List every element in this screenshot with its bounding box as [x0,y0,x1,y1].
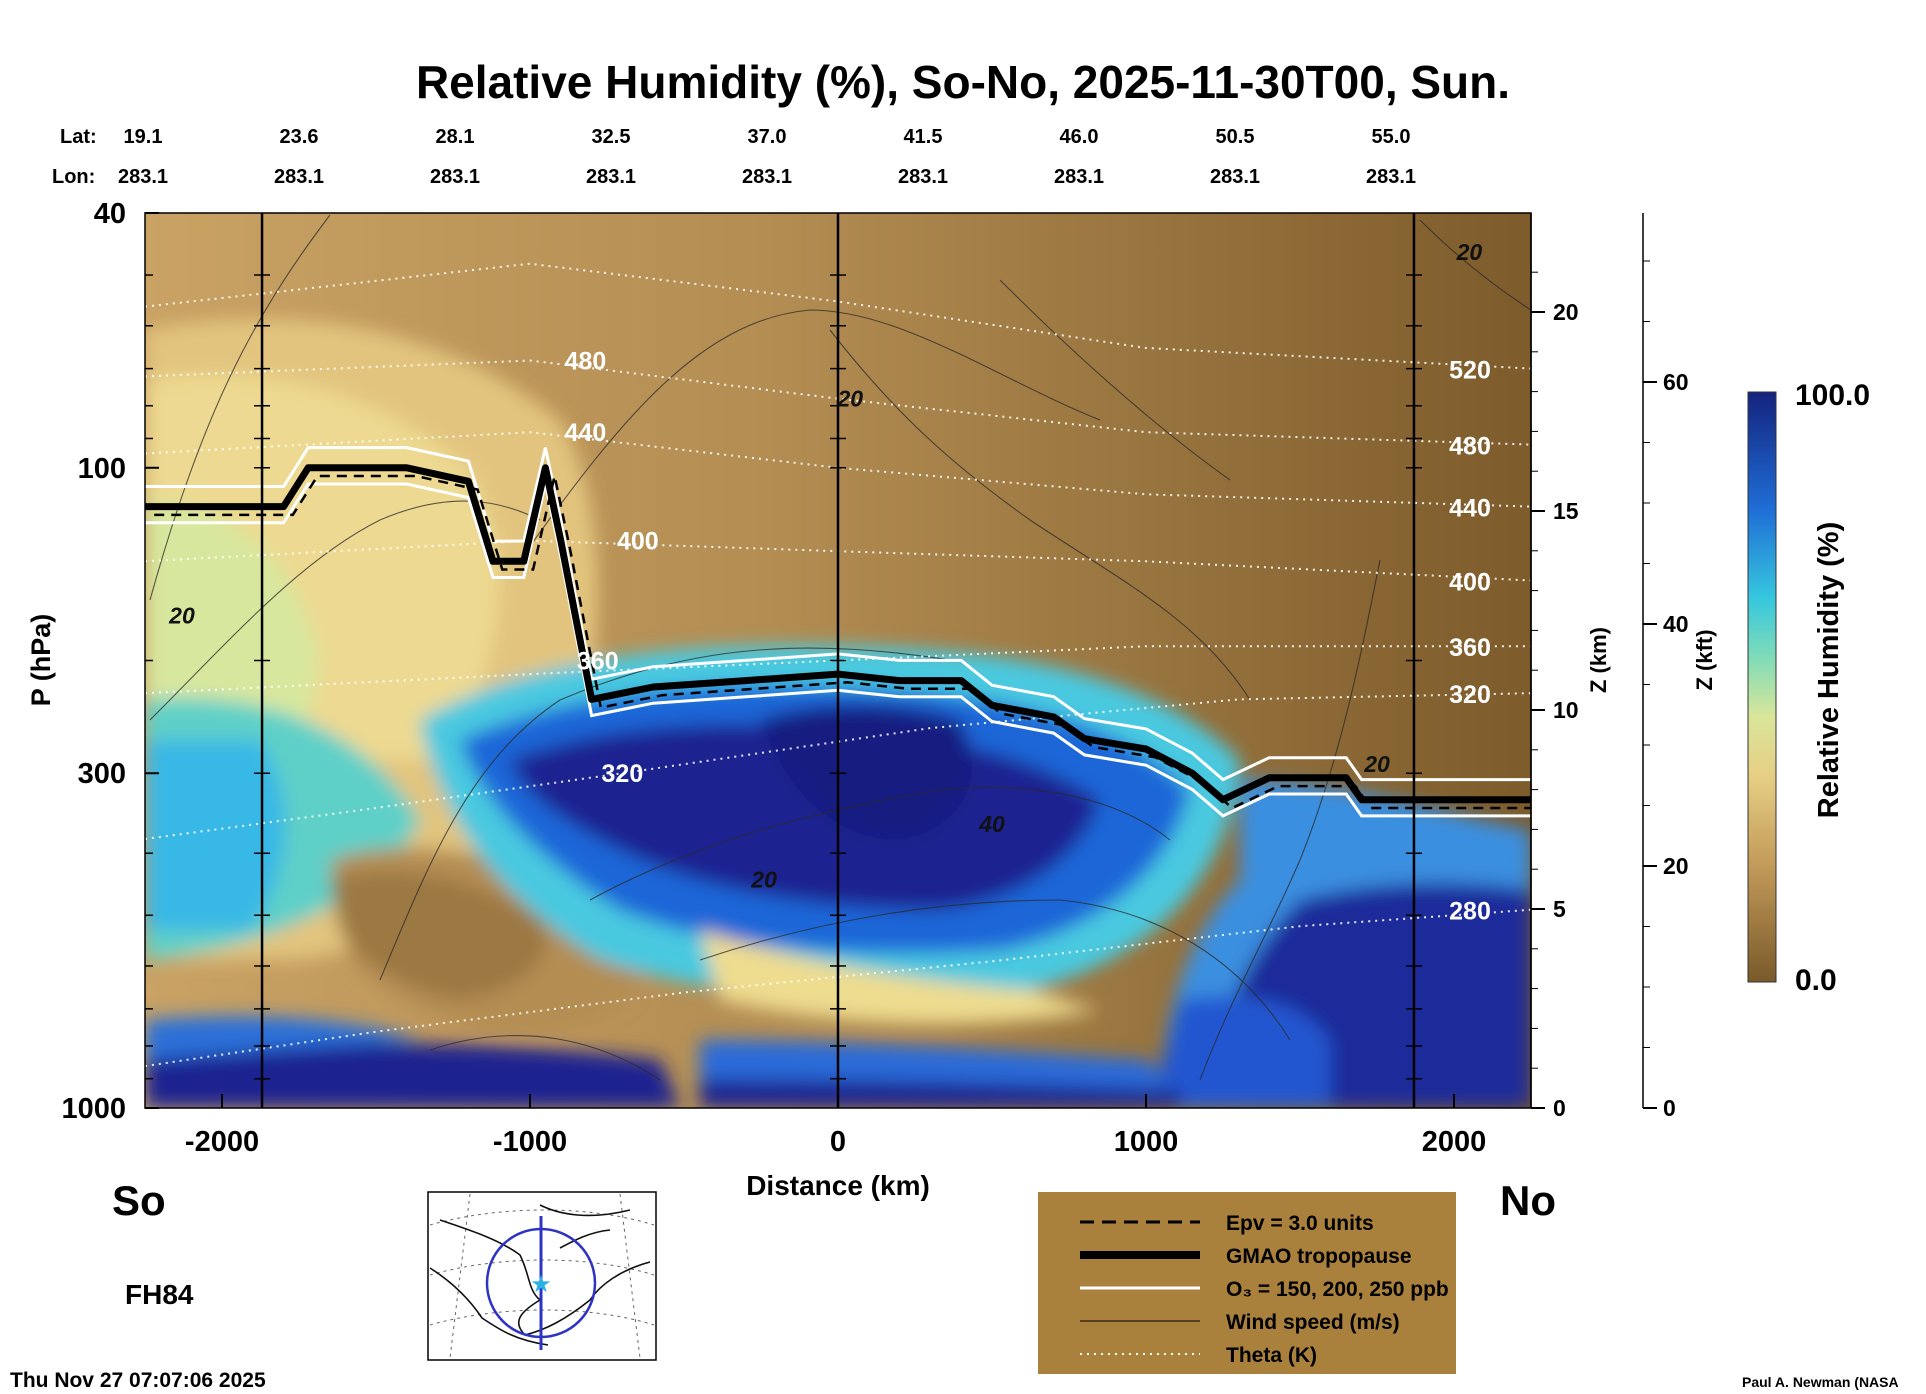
z-kft-tick-label: 40 [1663,611,1689,637]
colorbar-title: Relative Humidity (%) [1813,522,1845,819]
lon-value: 283.1 [118,166,168,188]
lon-value: 283.1 [898,166,948,188]
wind-speed-label: 20 [1456,239,1483,265]
theta-label: 400 [617,528,659,556]
colorbar [1747,391,1777,983]
z-kft-tick-label: 60 [1663,369,1689,395]
wind-speed-labels: 20 20 20 20 40 20 [168,239,1482,893]
credit: Paul A. Newman (NASA [1742,1374,1899,1390]
z-km-tick-label: 20 [1553,299,1579,325]
forecast-hour: FH84 [125,1279,194,1310]
overlay-lines [145,213,1531,1108]
inset-locator-map: ★ [427,1191,657,1361]
y-tick-label: 300 [78,758,126,790]
x-tick-label: 2000 [1422,1126,1487,1158]
legend-label-wind: Wind speed (m/s) [1226,1311,1400,1334]
lat-value: 41.5 [904,126,943,148]
lat-lon-header: Lat: Lon: 19.1 23.6 28.1 32.5 37.0 41.5 46.0 50.5… [52,126,1416,188]
x-axis-label: Distance (km) [746,1170,930,1201]
lat-value: 28.1 [436,126,475,148]
y-tick-label: 100 [78,453,126,485]
theta-line [145,692,1531,840]
z-km-axis-label: Z (km) [1586,627,1611,693]
theta-labels: 280 320 360 400 440 480 520 320 360 400 440 480 [565,348,1491,926]
axes: -2000 -1000 0 1000 2000 40 100 300 1000 0 5 10 15 20 0… [61,198,1688,1158]
theta-label-right: 400 [1449,569,1491,597]
theta-label: 480 [565,348,607,376]
lat-row-label: Lat: [60,126,97,148]
lat-value: 23.6 [280,126,319,148]
lon-value: 283.1 [586,166,636,188]
colorbar-min-label: 0.0 [1795,964,1837,997]
wind-speed-label: 20 [750,867,777,893]
wind-speed-label: 40 [978,811,1005,837]
legend-label-epv: Epv = 3.0 units [1226,1212,1374,1235]
z-kft-tick-label: 20 [1663,853,1689,879]
theta-label: 440 [565,419,607,447]
theta-label-right: 480 [1449,433,1491,461]
z-kft-axis-label: Z (kft) [1692,629,1717,690]
z-km-tick-label: 0 [1553,1095,1566,1121]
timestamp: Thu Nov 27 07:07:06 2025 [10,1369,266,1392]
lat-value: 50.5 [1216,126,1255,148]
south-end-label: So [112,1177,166,1224]
star-marker-icon: ★ [530,1271,552,1298]
lon-value: 283.1 [1210,166,1260,188]
y-tick-label: 1000 [61,1093,126,1125]
lat-value: 55.0 [1372,126,1411,148]
lat-value: 37.0 [748,126,787,148]
x-tick-label: -2000 [185,1126,259,1158]
theta-label-right: 320 [1449,681,1491,709]
theta-label-right: 360 [1449,634,1491,662]
z-km-tick-label: 10 [1553,697,1579,723]
theta-label-right: 520 [1449,357,1491,385]
wind-speed-label: 20 [837,386,864,412]
lon-row-label: Lon: [52,166,95,188]
legend-label-trop: GMAO tropopause [1226,1245,1412,1268]
z-km-tick-label: 15 [1553,498,1579,524]
y-tick-label: 40 [94,198,126,230]
z-kft-tick-label: 0 [1663,1095,1676,1121]
x-tick-label: -1000 [493,1126,567,1158]
epv-contour [154,474,1531,810]
legend-label-o3: O₃ = 150, 200, 250 ppb [1226,1278,1449,1301]
theta-label: 320 [602,760,644,788]
chart-title: Relative Humidity (%), So-No, 2025-11-30… [416,56,1510,108]
wind-speed-label: 20 [1363,751,1390,777]
theta-label: 360 [577,648,619,676]
lat-value: 32.5 [592,126,631,148]
lon-value: 283.1 [274,166,324,188]
theta-label-right: 280 [1449,898,1491,926]
lat-value: 46.0 [1060,126,1099,148]
lat-value: 19.1 [124,126,163,148]
north-end-label: No [1500,1177,1556,1224]
lon-value: 283.1 [1366,166,1416,188]
x-tick-label: 1000 [1114,1126,1179,1158]
wind-speed-label: 20 [168,602,195,628]
theta-label-right: 440 [1449,495,1491,523]
lon-value: 283.1 [1054,166,1104,188]
lon-value: 283.1 [742,166,792,188]
y-axis-label: P (hPa) [26,614,56,707]
x-tick-label: 0 [830,1126,846,1158]
z-km-tick-label: 5 [1553,896,1566,922]
colorbar-max-label: 100.0 [1795,379,1870,412]
legend: Epv = 3.0 units GMAO tropopause O₃ = 150, … [1038,1192,1456,1374]
lon-value: 283.1 [430,166,480,188]
legend-label-theta: Theta (K) [1226,1344,1317,1367]
